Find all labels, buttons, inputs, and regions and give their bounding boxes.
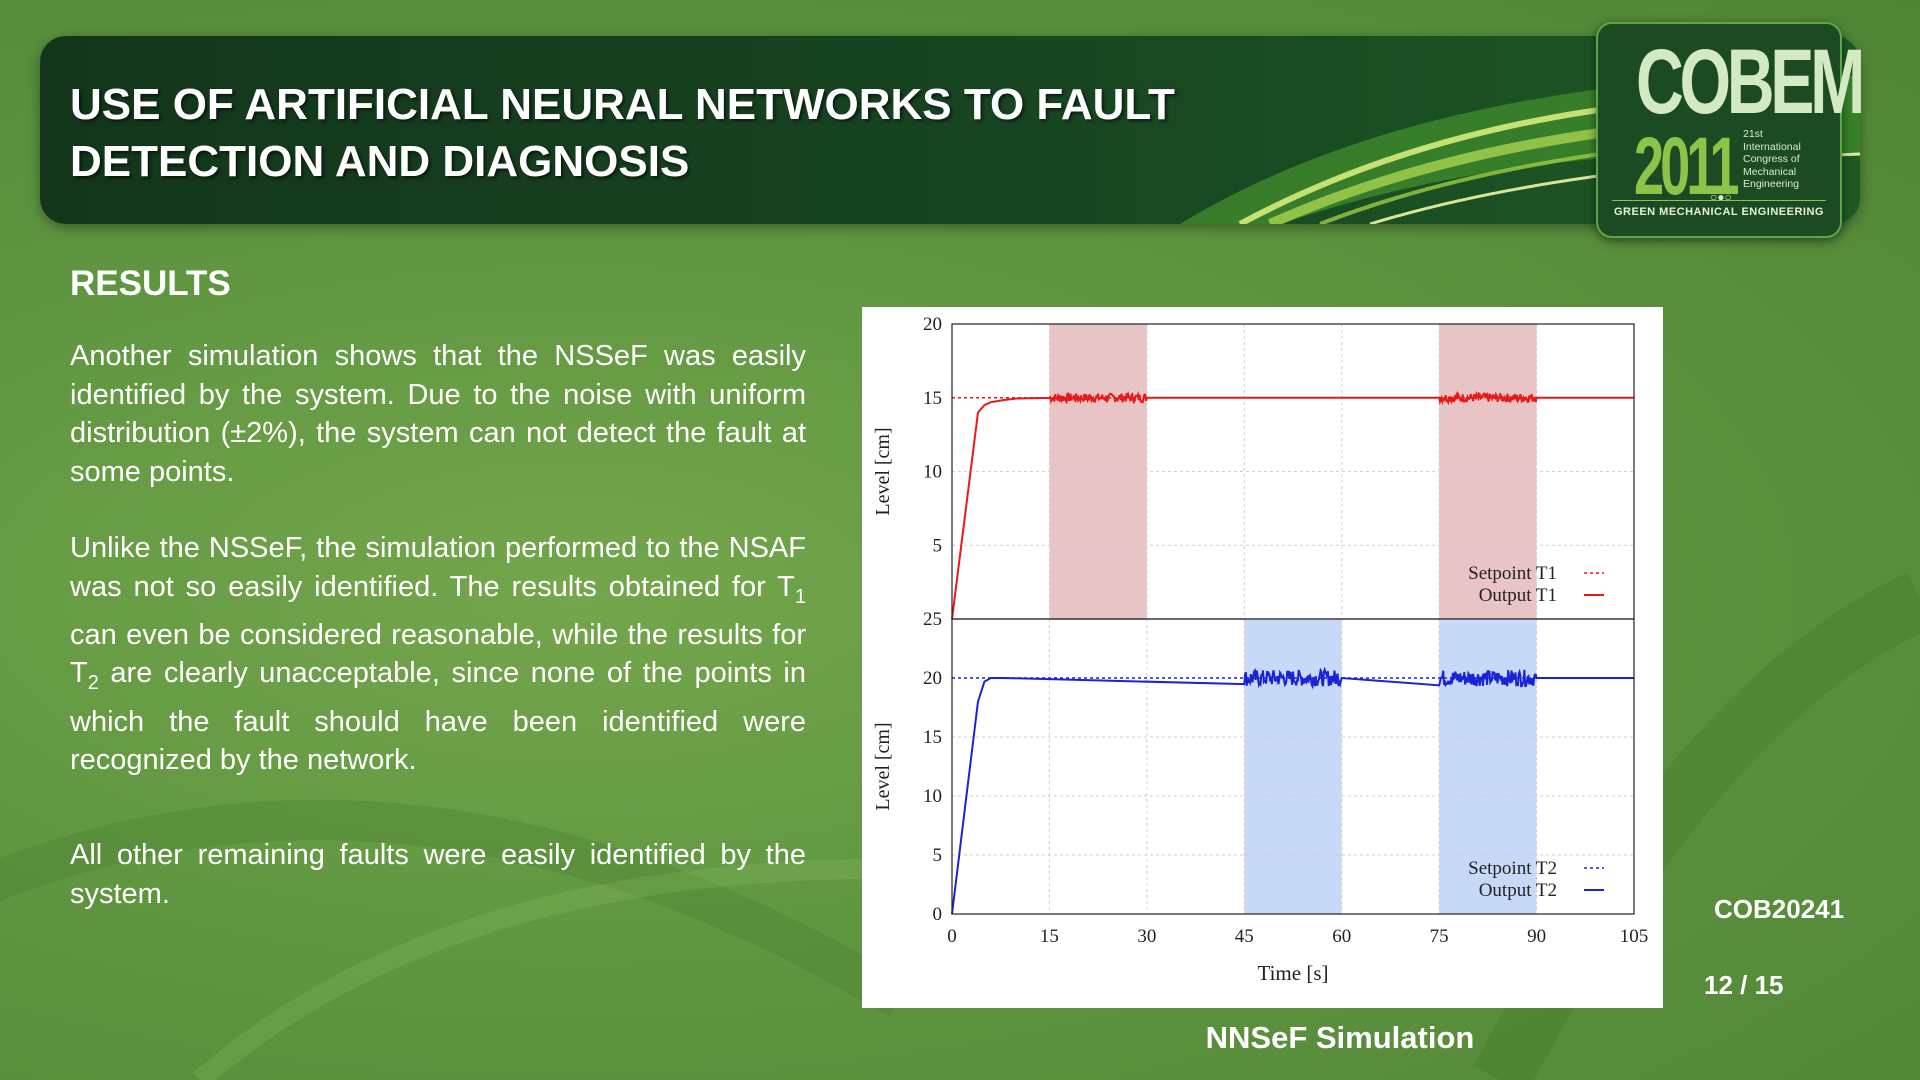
header-banner: USE OF ARTIFICIAL NEURAL NETWORKS TO FAU… [40, 36, 1860, 224]
cobem-logo: COBEM 2011 21st International Congress o… [1596, 22, 1865, 238]
y-tick-label: 10 [923, 786, 942, 807]
paragraph-2-text: can even be considered reasonable, while… [70, 618, 806, 690]
logo-subtitle-line: Congress of [1743, 153, 1800, 165]
y-tick-label: 20 [923, 668, 942, 689]
y-tick-label: 20 [923, 314, 942, 335]
logo-subtitle: 21st International Congress of Mechanica… [1743, 128, 1833, 191]
x-tick-label: 0 [947, 926, 957, 947]
legend-label: Output T2 [1479, 880, 1557, 901]
y-tick-label: 15 [923, 388, 942, 409]
logo-divider [1612, 200, 1826, 201]
logo-tagline: GREEN MECHANICAL ENGINEERING [1614, 206, 1824, 218]
paragraph-2: Unlike the NSSeF, the simulation perform… [70, 529, 806, 780]
y-tick-label: 15 [923, 727, 942, 748]
y-tick-label: 5 [933, 845, 943, 866]
plot-frame [951, 618, 1635, 915]
x-axis-label: Time [s] [1258, 961, 1329, 985]
paragraph-2-text: Unlike the NSSeF, the simulation perform… [70, 532, 806, 603]
legend-label: Setpoint T2 [1468, 858, 1557, 879]
y-axis-label: Level [cm] [872, 722, 894, 810]
fault-band [1439, 619, 1537, 914]
paragraph-1: Another simulation shows that the NSSeF … [70, 340, 806, 488]
x-tick-label: 30 [1137, 926, 1156, 947]
title-line-1: USE OF ARTIFICIAL NEURAL NETWORKS TO FAU… [70, 80, 1175, 129]
chart-panel: 5 10 15 20 Level [cm] Setpoint T1 Output T1 0 5 1… [862, 307, 1663, 1008]
page-number: 12 / 15 [1704, 970, 1784, 1000]
x-tick-label: 45 [1235, 926, 1254, 947]
series-output-line [951, 666, 1634, 915]
paper-code: COB20241 [1714, 894, 1845, 924]
y-axis-label: Level [cm] [872, 427, 894, 515]
series-output-line [951, 390, 1634, 620]
x-tick-label: 75 [1430, 926, 1449, 947]
logo-subtitle-line: Engineering [1743, 178, 1800, 190]
y-tick-label: 25 [923, 609, 942, 630]
subscript: 1 [794, 585, 806, 608]
y-tick-label: 5 [933, 535, 943, 556]
figure-caption: NNSeF Simulation [1205, 1020, 1475, 1055]
logo-subtitle-line: International [1743, 140, 1801, 153]
x-tick-label: 90 [1527, 926, 1546, 947]
fault-band [1244, 619, 1342, 914]
legend-label: Setpoint T1 [1468, 563, 1557, 584]
legend-label: Output T1 [1479, 585, 1557, 606]
paragraph-2-text: are clearly unacceptable, since none of … [70, 657, 806, 777]
x-tick-label: 60 [1332, 926, 1351, 947]
subscript: 2 [87, 672, 99, 695]
section-title: RESULTS [70, 264, 231, 303]
title-line-2: DETECTION AND DIAGNOSIS [70, 137, 690, 186]
x-tick-label: 105 [1620, 926, 1649, 947]
gear-dots-icon: ○●○ [1710, 190, 1732, 204]
y-tick-label: 10 [923, 462, 942, 483]
paragraph-3: All other remaining faults were easily i… [70, 839, 806, 910]
x-tick-label: 15 [1040, 926, 1059, 947]
y-tick-label: 0 [933, 904, 943, 925]
logo-subtitle-line: 21st [1743, 128, 1763, 140]
logo-year: 2011 [1634, 121, 1740, 212]
logo-subtitle-line: Mechanical [1743, 165, 1797, 178]
page-title: USE OF ARTIFICIAL NEURAL NETWORKS TO FAU… [70, 76, 1320, 190]
logo-name: COBEM [1636, 31, 1865, 133]
